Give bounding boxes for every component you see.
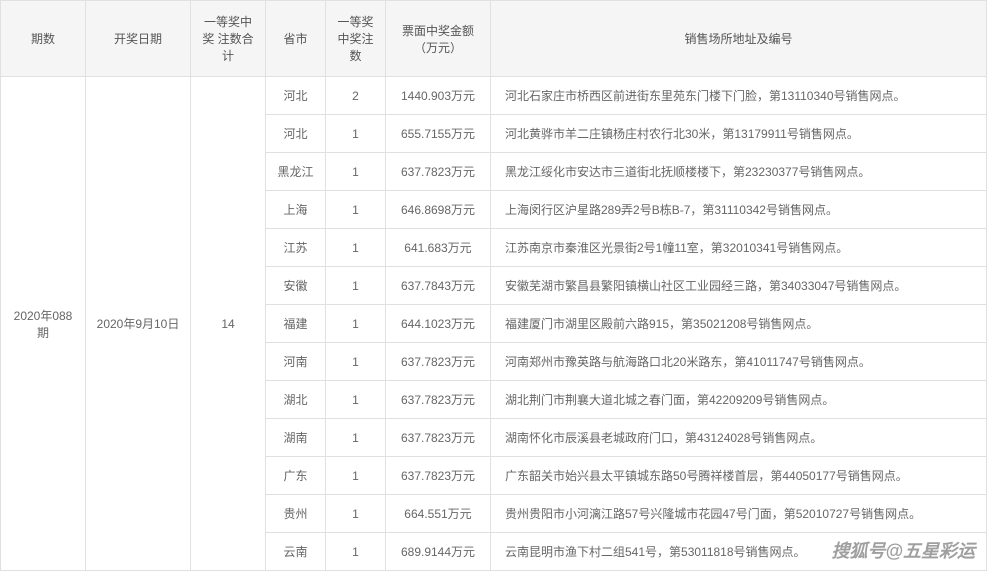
cell-address: 广东韶关市始兴县太平镇城东路50号腾祥楼首层，第44050177号销售网点。 (491, 457, 987, 495)
cell-province: 贵州 (266, 495, 326, 533)
cell-province: 安徽 (266, 267, 326, 305)
cell-count: 1 (326, 305, 386, 343)
cell-amount: 637.7823万元 (386, 381, 491, 419)
header-address: 销售场所地址及编号 (491, 1, 987, 77)
cell-amount: 637.7823万元 (386, 153, 491, 191)
table-row: 2020年088期2020年9月10日14河北21440.903万元河北石家庄市… (1, 77, 987, 115)
cell-amount: 689.9144万元 (386, 533, 491, 571)
cell-province: 广东 (266, 457, 326, 495)
cell-count: 1 (326, 191, 386, 229)
cell-amount: 637.7843万元 (386, 267, 491, 305)
cell-amount: 644.1023万元 (386, 305, 491, 343)
cell-amount: 637.7823万元 (386, 343, 491, 381)
cell-address: 湖南怀化市辰溪县老城政府门口，第43124028号销售网点。 (491, 419, 987, 457)
cell-count: 2 (326, 77, 386, 115)
header-row: 期数 开奖日期 一等奖中奖 注数合计 省市 一等奖 中奖注数 票面中奖金额 （万… (1, 1, 987, 77)
table-body: 2020年088期2020年9月10日14河北21440.903万元河北石家庄市… (1, 77, 987, 571)
cell-count: 1 (326, 267, 386, 305)
cell-address: 云南昆明市渔下村二组541号，第53011818号销售网点。 (491, 533, 987, 571)
cell-amount: 637.7823万元 (386, 457, 491, 495)
cell-address: 河南郑州市豫英路与航海路口北20米路东，第41011747号销售网点。 (491, 343, 987, 381)
cell-province: 福建 (266, 305, 326, 343)
cell-address: 贵州贵阳市小河漓江路57号兴隆城市花园47号门面，第52010727号销售网点。 (491, 495, 987, 533)
header-period: 期数 (1, 1, 86, 77)
lottery-table: 期数 开奖日期 一等奖中奖 注数合计 省市 一等奖 中奖注数 票面中奖金额 （万… (0, 0, 987, 571)
cell-province: 河北 (266, 115, 326, 153)
header-amount: 票面中奖金额 （万元） (386, 1, 491, 77)
cell-count: 1 (326, 343, 386, 381)
cell-date: 2020年9月10日 (86, 77, 191, 571)
cell-address: 湖北荆门市荆襄大道北城之春门面，第42209209号销售网点。 (491, 381, 987, 419)
header-date: 开奖日期 (86, 1, 191, 77)
cell-address: 上海闵行区沪星路289弄2号B栋B-7，第31110342号销售网点。 (491, 191, 987, 229)
cell-address: 福建厦门市湖里区殿前六路915，第35021208号销售网点。 (491, 305, 987, 343)
cell-province: 湖北 (266, 381, 326, 419)
cell-amount: 646.8698万元 (386, 191, 491, 229)
cell-amount: 641.683万元 (386, 229, 491, 267)
cell-address: 江苏南京市秦淮区光景街2号1幢11室，第32010341号销售网点。 (491, 229, 987, 267)
cell-amount: 637.7823万元 (386, 419, 491, 457)
cell-province: 江苏 (266, 229, 326, 267)
cell-count: 1 (326, 457, 386, 495)
cell-province: 河南 (266, 343, 326, 381)
cell-count: 1 (326, 229, 386, 267)
header-province: 省市 (266, 1, 326, 77)
cell-address: 河北石家庄市桥西区前进街东里苑东门楼下门脸，第13110340号销售网点。 (491, 77, 987, 115)
cell-count: 1 (326, 495, 386, 533)
cell-province: 河北 (266, 77, 326, 115)
cell-count: 1 (326, 115, 386, 153)
cell-address: 安徽芜湖市繁昌县繁阳镇横山社区工业园经三路，第34033047号销售网点。 (491, 267, 987, 305)
cell-address: 河北黄骅市羊二庄镇杨庄村农行北30米，第13179911号销售网点。 (491, 115, 987, 153)
cell-total: 14 (191, 77, 266, 571)
cell-count: 1 (326, 153, 386, 191)
cell-period: 2020年088期 (1, 77, 86, 571)
cell-province: 黑龙江 (266, 153, 326, 191)
cell-province: 云南 (266, 533, 326, 571)
cell-count: 1 (326, 381, 386, 419)
cell-amount: 655.7155万元 (386, 115, 491, 153)
cell-count: 1 (326, 419, 386, 457)
header-total: 一等奖中奖 注数合计 (191, 1, 266, 77)
header-count: 一等奖 中奖注数 (326, 1, 386, 77)
cell-address: 黑龙江绥化市安达市三道街北抚顺楼楼下，第23230377号销售网点。 (491, 153, 987, 191)
cell-province: 上海 (266, 191, 326, 229)
cell-amount: 664.551万元 (386, 495, 491, 533)
cell-province: 湖南 (266, 419, 326, 457)
cell-amount: 1440.903万元 (386, 77, 491, 115)
cell-count: 1 (326, 533, 386, 571)
